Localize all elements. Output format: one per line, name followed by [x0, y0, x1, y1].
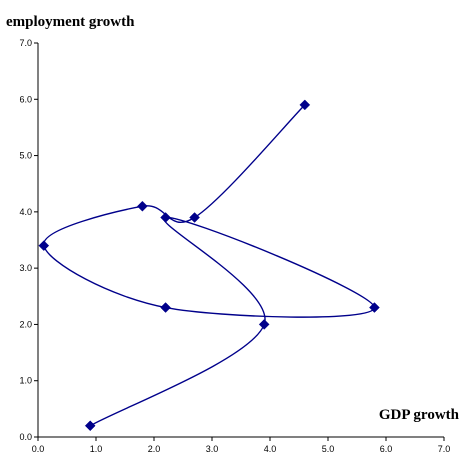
x-tick-label: 0.0: [32, 444, 45, 454]
y-tick-label: 2.0: [19, 319, 32, 329]
y-axis-title: employment growth: [6, 14, 135, 30]
x-axis-title: GDP growth: [379, 407, 459, 423]
tick-labels: 0.0 1.0 2.0 3.0 4.0 5.0 6.0 7.0 0.0 1.0 2.0 3.0 4.0 5…: [19, 38, 450, 454]
x-tick-label: 4.0: [264, 444, 277, 454]
data-point-marker: [160, 212, 171, 223]
data-point-marker: [369, 302, 380, 313]
x-tick-label: 6.0: [380, 444, 393, 454]
y-tick-label: 4.0: [19, 207, 32, 217]
x-tick-label: 3.0: [206, 444, 219, 454]
data-point-marker: [137, 200, 148, 212]
x-tick-label: 5.0: [322, 444, 335, 454]
y-tick-label: 5.0: [19, 151, 32, 161]
series-line: [43, 104, 376, 427]
data-point-marker: [84, 420, 96, 432]
y-tick-label: 0.0: [19, 432, 32, 442]
data-point-marker: [160, 302, 171, 313]
y-tick-label: 6.0: [19, 94, 32, 104]
y-tick-label: 7.0: [19, 38, 32, 48]
x-tick-label: 1.0: [90, 444, 103, 454]
y-tick-label: 1.0: [19, 376, 32, 386]
x-tick-label: 2.0: [148, 444, 161, 454]
data-point-marker: [189, 212, 200, 223]
data-point-marker: [38, 240, 50, 251]
x-tick-label: 7.0: [438, 444, 451, 454]
axes: [34, 42, 445, 441]
series-lines: [43, 104, 376, 427]
y-tick-label: 3.0: [19, 263, 32, 273]
data-point-marker: [258, 319, 270, 330]
data-markers: [38, 99, 380, 432]
data-point-marker: [299, 99, 311, 111]
